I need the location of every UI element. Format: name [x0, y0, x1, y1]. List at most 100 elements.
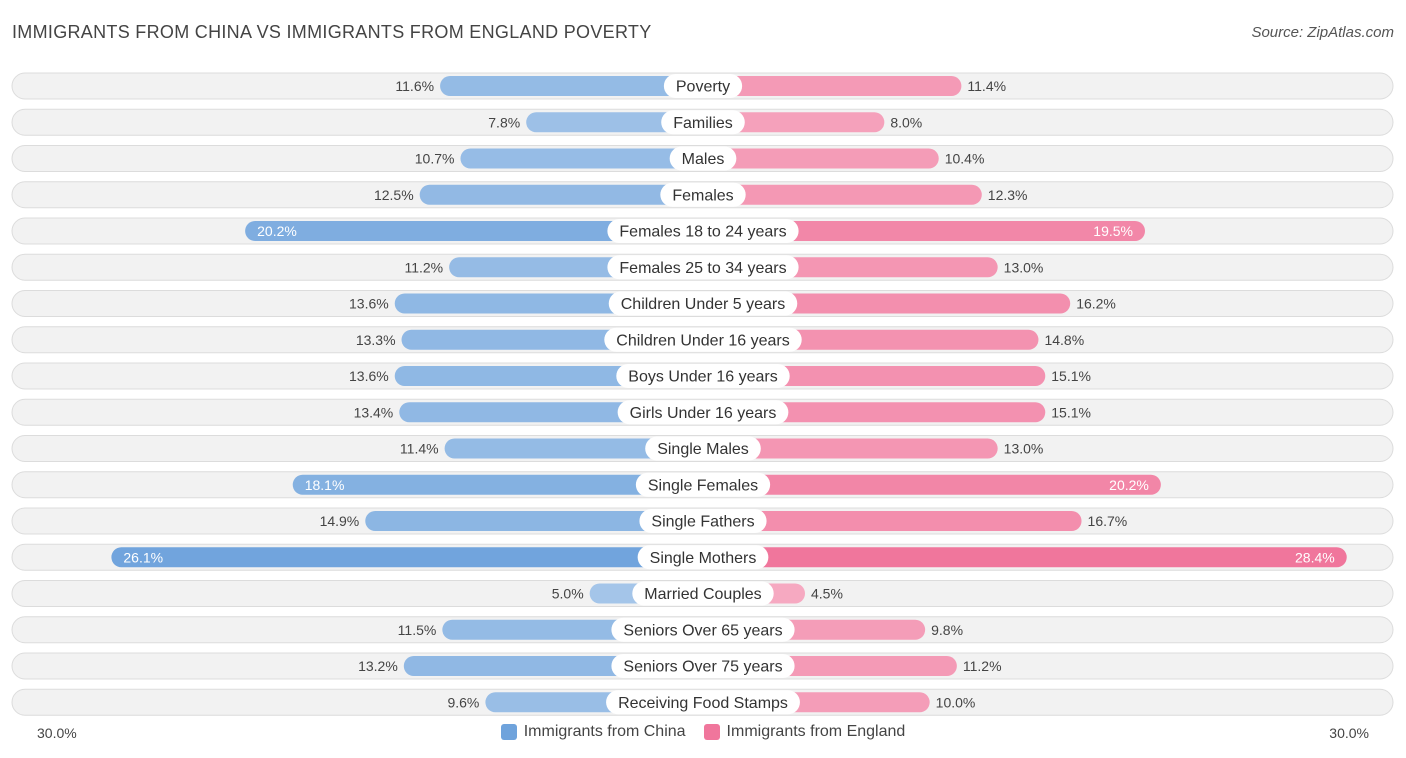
bar-england[interactable]: [703, 76, 962, 96]
category-pill: [637, 545, 769, 570]
value-label-china: 18.1%: [305, 477, 345, 493]
category-label: Females 25 to 34 years: [607, 255, 799, 280]
category-pill: [608, 291, 798, 316]
category-pill: [611, 617, 795, 642]
category-label: Married Couples: [632, 581, 774, 606]
row-seniors-over-75-years: 13.2% 11.2% Seniors Over 75 years: [11, 652, 1394, 680]
bar-england[interactable]: [703, 474, 1161, 495]
value-label-china: 13.3%: [356, 332, 396, 348]
value-label-china: 12.5%: [374, 187, 414, 203]
category-text: Children Under 5 years: [621, 296, 786, 313]
value-label-england: 16.7%: [1088, 513, 1128, 529]
category-pill: [645, 436, 761, 461]
value-label-england: 15.1%: [1051, 404, 1091, 420]
row-single-females: 18.1% 20.2% Single Females: [11, 471, 1394, 499]
category-label: Boys Under 16 years: [616, 364, 790, 388]
category-pill: [617, 400, 789, 425]
category-text: Families: [673, 115, 733, 132]
bar-china[interactable]: [292, 474, 703, 495]
category-text: Seniors Over 75 years: [623, 659, 782, 676]
row-single-mothers: 26.1% 28.4% Single Mothers: [11, 543, 1394, 571]
row-receiving-food-stamps: 9.6% 10.0% Receiving Food Stamps: [11, 688, 1394, 716]
value-label-england: 9.8%: [931, 622, 963, 638]
category-pill: [639, 509, 767, 533]
category-label: Receiving Food Stamps: [606, 690, 800, 715]
value-label-england: 8.0%: [890, 114, 922, 130]
bar-china[interactable]: [365, 511, 703, 531]
value-label-china: 20.2%: [257, 223, 297, 239]
value-label-china: 13.4%: [354, 404, 394, 420]
bar-china[interactable]: [419, 184, 703, 205]
category-pill: [635, 472, 771, 497]
bar-china[interactable]: [245, 221, 703, 241]
category-pill: [606, 690, 800, 715]
row-children-under-5-years: 13.6% 16.2% Children Under 5 years: [11, 290, 1394, 317]
value-label-england: 19.5%: [1093, 223, 1133, 239]
legend-swatch-england: [703, 724, 720, 740]
bar-china[interactable]: [440, 76, 703, 96]
bar-england[interactable]: [703, 402, 1046, 423]
category-label: Families: [661, 110, 745, 135]
bar-china[interactable]: [444, 438, 703, 459]
category-pill: [632, 581, 774, 606]
row-males: 10.7% 10.4% Males: [11, 145, 1394, 172]
row-single-fathers: 14.9% 16.7% Single Fathers: [11, 507, 1394, 535]
category-text: Girls Under 16 years: [630, 405, 777, 422]
category-label: Single Fathers: [639, 509, 767, 533]
value-label-england: 28.4%: [1295, 549, 1335, 565]
legend-swatch-china: [500, 724, 517, 740]
category-text: Receiving Food Stamps: [618, 695, 788, 712]
value-label-china: 7.8%: [488, 114, 520, 130]
value-label-england: 12.3%: [988, 187, 1028, 203]
bar-england[interactable]: [703, 184, 982, 205]
bar-england[interactable]: [703, 438, 998, 459]
category-label: Poverty: [663, 74, 743, 98]
value-label-china: 9.6%: [447, 694, 479, 710]
category-label: Children Under 16 years: [604, 327, 802, 352]
row-females-18-to-24-years: 20.2% 19.5% Females 18 to 24 years: [11, 217, 1394, 245]
value-label-china: 14.9%: [320, 513, 360, 529]
value-label-china: 11.2%: [404, 259, 443, 275]
category-text: Children Under 16 years: [616, 332, 789, 349]
value-label-england: 10.0%: [936, 694, 976, 710]
category-label: Seniors Over 75 years: [611, 654, 795, 678]
value-label-england: 10.4%: [945, 151, 985, 167]
category-pill: [661, 110, 745, 135]
row-children-under-16-years: 13.3% 14.8% Children Under 16 years: [11, 326, 1394, 354]
category-label: Girls Under 16 years: [617, 400, 789, 425]
value-label-england: 15.1%: [1051, 368, 1091, 384]
category-pill: [616, 364, 790, 388]
category-text: Males: [682, 151, 725, 168]
value-label-china: 11.5%: [398, 622, 437, 638]
legend-item-england[interactable]: Immigrants from England: [703, 723, 906, 741]
row-seniors-over-65-years: 11.5% 9.8% Seniors Over 65 years: [11, 616, 1394, 644]
category-label: Females 18 to 24 years: [607, 219, 799, 243]
bar-china[interactable]: [460, 148, 703, 169]
bar-england[interactable]: [703, 547, 1347, 568]
category-text: Single Males: [657, 441, 749, 458]
bar-england[interactable]: [703, 221, 1145, 241]
legend-label-england: Immigrants from England: [726, 723, 906, 740]
bar-china[interactable]: [111, 547, 703, 568]
value-label-china: 5.0%: [552, 586, 584, 602]
bar-china[interactable]: [526, 112, 703, 133]
category-label: Males: [669, 146, 737, 171]
row-married-couples: 5.0% 4.5% Married Couples: [11, 580, 1394, 607]
bar-england[interactable]: [703, 511, 1082, 531]
category-label: Females: [660, 182, 746, 207]
row-females: 12.5% 12.3% Females: [11, 181, 1394, 209]
value-label-england: 20.2%: [1109, 477, 1149, 493]
bar-england[interactable]: [703, 112, 885, 133]
category-text: Married Couples: [644, 586, 761, 603]
category-text: Seniors Over 65 years: [623, 622, 782, 639]
legend-item-china[interactable]: Immigrants from China: [500, 723, 686, 741]
category-label: Single Females: [635, 472, 771, 497]
value-label-england: 16.2%: [1076, 296, 1116, 312]
bar-england[interactable]: [703, 148, 939, 169]
value-label-china: 26.1%: [123, 549, 163, 565]
value-label-china: 11.6%: [395, 78, 434, 94]
category-text: Poverty: [676, 79, 730, 96]
axis-right-label: 30.0%: [1329, 725, 1369, 741]
value-label-england: 13.0%: [1004, 441, 1044, 457]
